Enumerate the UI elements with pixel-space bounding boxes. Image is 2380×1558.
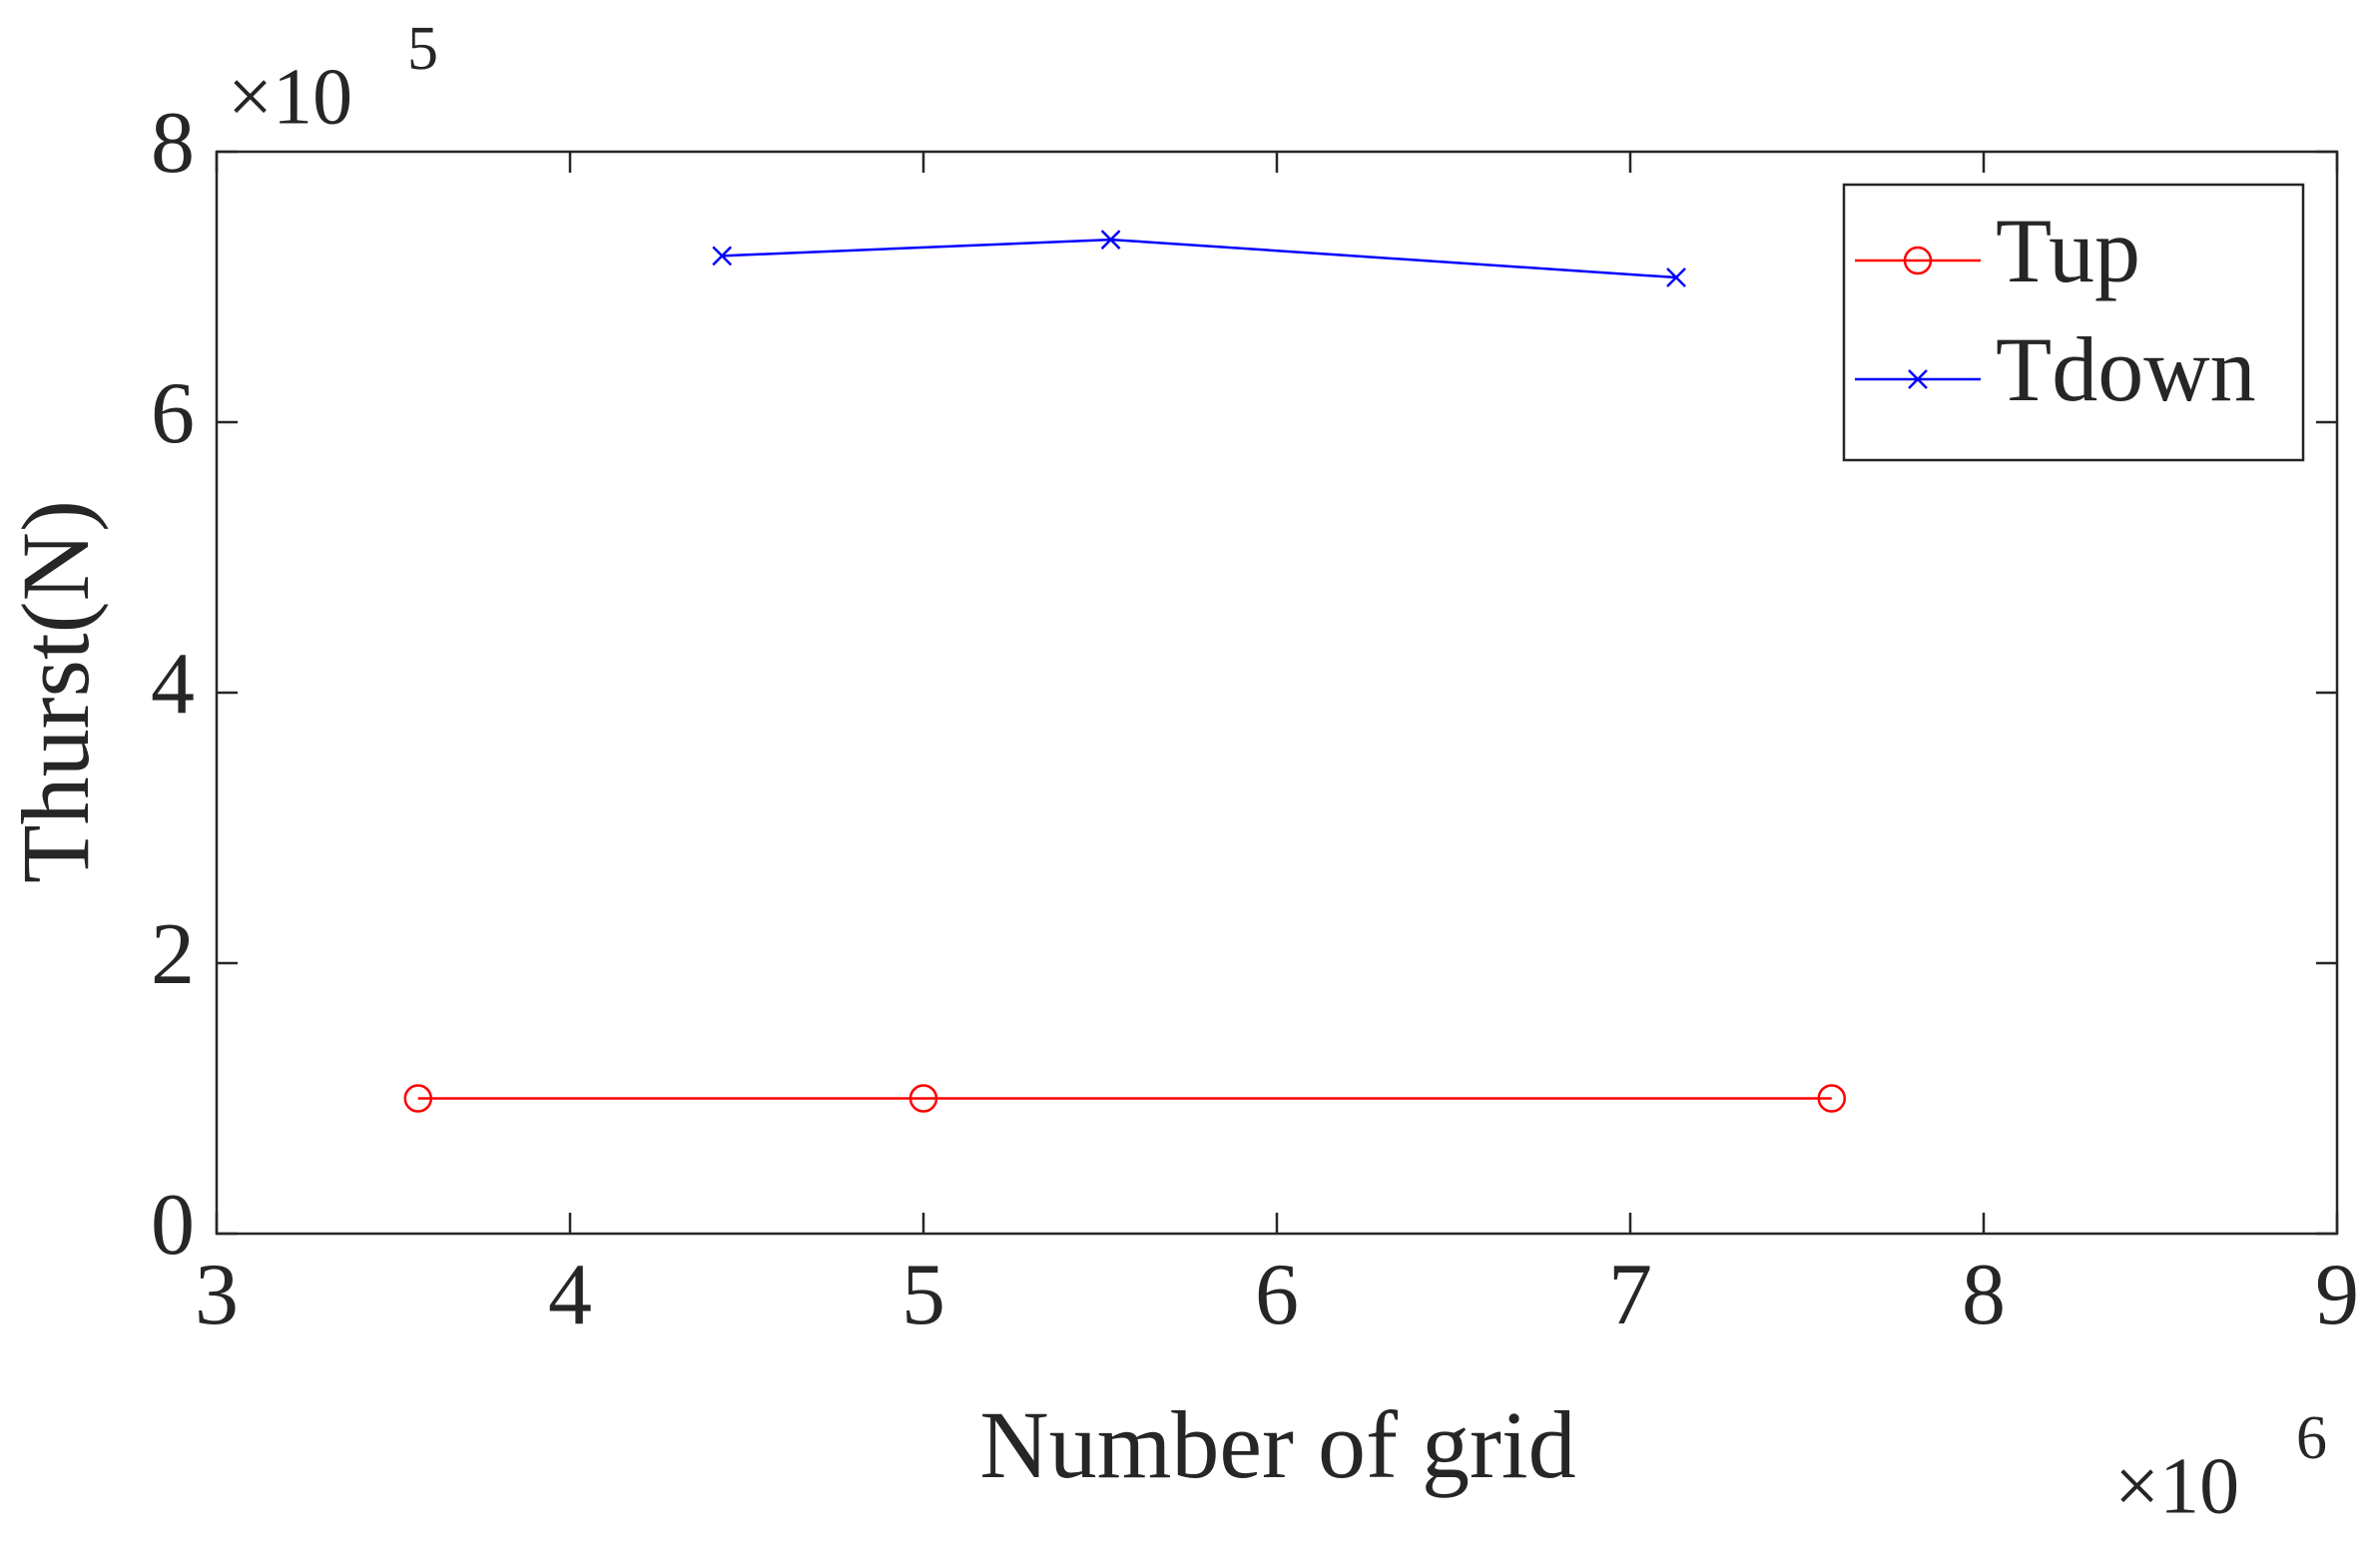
y-tick-label: 2 [151,906,195,1003]
x-multiplier-base: ×10 [2114,1442,2239,1530]
y-tick-label: 0 [151,1177,195,1274]
legend-marker [1903,246,1933,275]
y-axis-label: Thurst(N) [2,500,109,883]
legend-marker [1908,369,1928,389]
x-tick-label: 3 [195,1247,239,1343]
data-point [712,246,733,266]
x-tick-label: 4 [548,1247,592,1343]
y-tick-label: 8 [151,95,195,192]
legend-label: Tdown [1996,318,2256,420]
x-tick-label: 9 [2315,1247,2359,1343]
data-point [1666,267,1686,287]
x-axis-label: Number of grid [979,1391,1575,1498]
x-tick-label: 7 [1608,1247,1652,1343]
legend-label: Tup [1996,200,2140,301]
y-multiplier-exponent: 5 [407,15,438,83]
x-tick-label: 6 [1255,1247,1299,1343]
data-point [403,1084,433,1113]
y-tick-label: 6 [151,365,195,462]
x-multiplier-exponent: 6 [2296,1404,2327,1472]
data-point [1817,1084,1847,1113]
y-tick-label: 4 [151,636,195,733]
x-tick-label: 5 [901,1247,945,1343]
y-multiplier-base: ×10 [228,53,352,141]
legend-box [1842,183,2305,462]
data-point [1100,230,1121,250]
data-point [908,1084,938,1113]
x-tick-label: 8 [1962,1247,2006,1343]
